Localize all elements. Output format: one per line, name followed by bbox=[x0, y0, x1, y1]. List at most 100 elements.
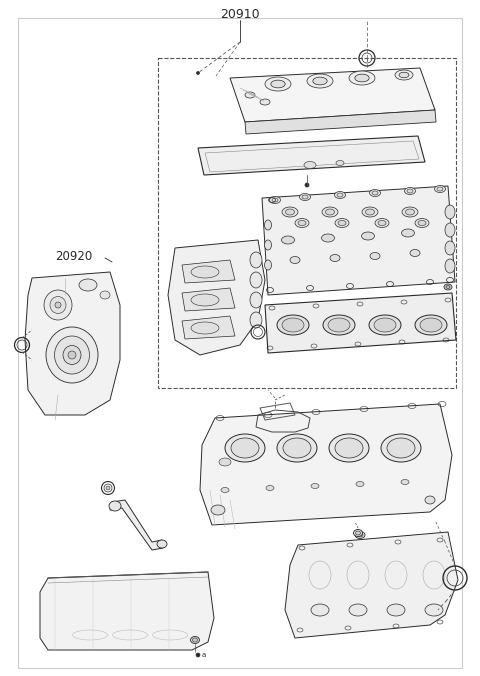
Polygon shape bbox=[262, 186, 455, 295]
Ellipse shape bbox=[307, 74, 333, 88]
Ellipse shape bbox=[260, 99, 270, 105]
Ellipse shape bbox=[282, 318, 304, 332]
Text: 20920: 20920 bbox=[55, 249, 92, 262]
Polygon shape bbox=[182, 316, 235, 339]
Ellipse shape bbox=[298, 220, 306, 226]
Ellipse shape bbox=[355, 531, 365, 539]
Ellipse shape bbox=[335, 191, 346, 199]
Ellipse shape bbox=[295, 218, 309, 228]
Ellipse shape bbox=[55, 302, 61, 308]
Ellipse shape bbox=[401, 229, 415, 237]
Ellipse shape bbox=[406, 209, 415, 215]
Ellipse shape bbox=[405, 187, 416, 195]
Polygon shape bbox=[200, 404, 452, 525]
Ellipse shape bbox=[313, 77, 327, 85]
Ellipse shape bbox=[330, 254, 340, 262]
Ellipse shape bbox=[79, 279, 97, 291]
Ellipse shape bbox=[245, 92, 255, 98]
Polygon shape bbox=[285, 532, 458, 638]
Ellipse shape bbox=[372, 191, 378, 195]
Polygon shape bbox=[25, 272, 120, 415]
Ellipse shape bbox=[338, 220, 346, 226]
Polygon shape bbox=[168, 240, 265, 355]
Ellipse shape bbox=[192, 638, 197, 642]
Ellipse shape bbox=[283, 438, 311, 458]
Ellipse shape bbox=[418, 220, 426, 226]
Ellipse shape bbox=[269, 197, 280, 203]
Ellipse shape bbox=[337, 193, 343, 197]
Ellipse shape bbox=[266, 485, 274, 491]
Ellipse shape bbox=[264, 240, 272, 250]
Ellipse shape bbox=[196, 72, 200, 74]
Ellipse shape bbox=[325, 209, 335, 215]
Ellipse shape bbox=[420, 318, 442, 332]
Ellipse shape bbox=[250, 252, 262, 268]
Ellipse shape bbox=[370, 253, 380, 260]
Ellipse shape bbox=[311, 483, 319, 489]
Polygon shape bbox=[40, 572, 214, 650]
Polygon shape bbox=[110, 500, 163, 550]
Ellipse shape bbox=[387, 604, 405, 616]
Ellipse shape bbox=[329, 434, 369, 462]
Ellipse shape bbox=[277, 315, 309, 335]
Ellipse shape bbox=[365, 209, 374, 215]
Ellipse shape bbox=[437, 187, 443, 191]
Ellipse shape bbox=[349, 71, 375, 85]
Ellipse shape bbox=[63, 345, 81, 364]
Ellipse shape bbox=[304, 162, 316, 168]
Ellipse shape bbox=[335, 218, 349, 228]
Ellipse shape bbox=[68, 351, 76, 359]
Ellipse shape bbox=[282, 207, 298, 217]
Ellipse shape bbox=[361, 232, 374, 240]
Ellipse shape bbox=[302, 195, 308, 199]
Ellipse shape bbox=[322, 207, 338, 217]
Ellipse shape bbox=[374, 318, 396, 332]
Ellipse shape bbox=[349, 604, 367, 616]
Ellipse shape bbox=[445, 241, 455, 255]
Ellipse shape bbox=[55, 336, 89, 374]
Ellipse shape bbox=[387, 438, 415, 458]
Ellipse shape bbox=[445, 205, 455, 219]
Polygon shape bbox=[265, 293, 456, 353]
Ellipse shape bbox=[305, 183, 309, 187]
Text: 20910: 20910 bbox=[220, 7, 260, 20]
Ellipse shape bbox=[353, 529, 362, 537]
Polygon shape bbox=[198, 136, 425, 175]
Ellipse shape bbox=[322, 234, 335, 242]
Ellipse shape bbox=[355, 74, 369, 82]
Ellipse shape bbox=[196, 653, 200, 657]
Ellipse shape bbox=[265, 77, 291, 91]
Ellipse shape bbox=[323, 315, 355, 335]
Ellipse shape bbox=[395, 70, 413, 80]
Ellipse shape bbox=[157, 540, 167, 548]
Ellipse shape bbox=[219, 458, 231, 466]
Ellipse shape bbox=[357, 533, 363, 537]
Ellipse shape bbox=[375, 218, 389, 228]
Bar bbox=[158, 58, 456, 388]
Ellipse shape bbox=[410, 249, 420, 256]
Polygon shape bbox=[245, 110, 436, 134]
Ellipse shape bbox=[311, 604, 329, 616]
Ellipse shape bbox=[425, 496, 435, 504]
Ellipse shape bbox=[250, 312, 262, 328]
Ellipse shape bbox=[407, 189, 413, 193]
Ellipse shape bbox=[109, 501, 121, 511]
Polygon shape bbox=[230, 68, 435, 122]
Ellipse shape bbox=[281, 236, 295, 244]
Ellipse shape bbox=[191, 322, 219, 334]
Ellipse shape bbox=[445, 223, 455, 237]
Ellipse shape bbox=[356, 481, 364, 487]
Ellipse shape bbox=[250, 292, 262, 308]
Ellipse shape bbox=[46, 327, 98, 383]
Ellipse shape bbox=[271, 80, 285, 88]
Ellipse shape bbox=[264, 220, 272, 230]
Ellipse shape bbox=[401, 479, 409, 485]
Ellipse shape bbox=[399, 72, 409, 78]
Ellipse shape bbox=[106, 486, 110, 490]
Ellipse shape bbox=[100, 291, 110, 299]
Ellipse shape bbox=[250, 272, 262, 288]
Ellipse shape bbox=[221, 487, 229, 493]
Ellipse shape bbox=[370, 189, 381, 197]
Ellipse shape bbox=[286, 209, 295, 215]
Ellipse shape bbox=[425, 604, 443, 616]
